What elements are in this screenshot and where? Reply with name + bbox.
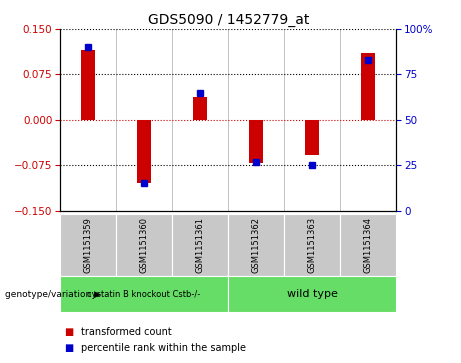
Bar (305, 120, 319, 155)
Text: wild type: wild type (287, 289, 338, 299)
Text: GSM1151363: GSM1151363 (308, 217, 317, 273)
Text: GSM1151361: GSM1151361 (195, 217, 205, 273)
Text: GSM1151359: GSM1151359 (83, 217, 93, 273)
Text: transformed count: transformed count (81, 327, 171, 337)
Text: GSM1151360: GSM1151360 (140, 217, 148, 273)
Text: percentile rank within the sample: percentile rank within the sample (81, 343, 246, 353)
Text: cystatin B knockout Cstb-/-: cystatin B knockout Cstb-/- (88, 290, 201, 298)
Text: ■: ■ (65, 327, 74, 337)
Bar (361, 53, 375, 120)
Text: GSM1151364: GSM1151364 (364, 217, 373, 273)
Bar (193, 97, 207, 120)
Text: ■: ■ (65, 343, 74, 353)
Bar (249, 120, 263, 163)
Text: genotype/variation ▶: genotype/variation ▶ (5, 290, 100, 298)
Bar (81, 50, 95, 120)
Text: GSM1151362: GSM1151362 (252, 217, 261, 273)
Title: GDS5090 / 1452779_at: GDS5090 / 1452779_at (148, 13, 309, 26)
Bar (137, 120, 151, 183)
